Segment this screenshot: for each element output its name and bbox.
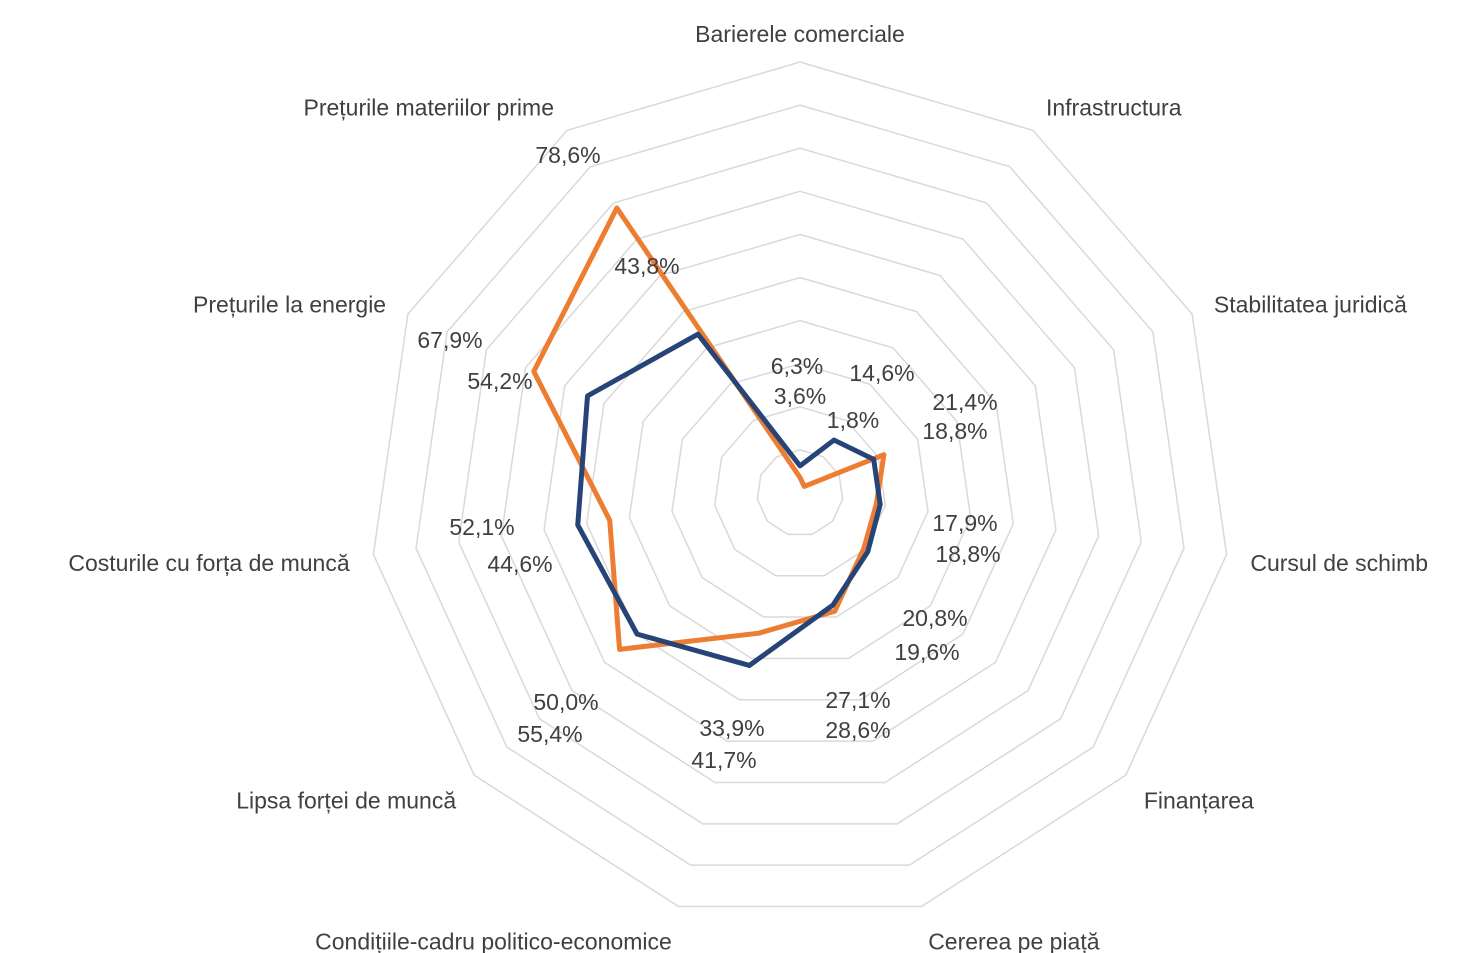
data-label: 52,1% [449,514,514,540]
grid-ring [372,61,1228,908]
data-label: 6,3% [771,353,823,379]
data-label: 14,6% [849,360,914,386]
category-label: Barierele comerciale [695,21,905,47]
grid-ring [457,147,1143,825]
grid-ring [671,362,929,618]
series-line [575,331,883,668]
category-label: Prețurile la energie [193,292,386,318]
category-label: Costurile cu forța de muncă [68,550,349,576]
category-label: Prețurile materiilor prime [303,95,554,121]
data-label: 19,6% [894,639,959,665]
data-label: 21,4% [932,389,997,415]
category-label: Condițiile-cadru politico-economice [315,928,672,953]
data-label: 55,4% [517,721,582,747]
grid-ring [415,104,1185,866]
data-label: 17,9% [932,510,997,536]
data-label: 43,8% [614,253,679,279]
category-label: Cursul de schimb [1250,550,1428,576]
grid-ring [543,233,1057,742]
category-label: Finanțarea [1144,787,1254,813]
data-label: 33,9% [699,715,764,741]
data-label: 20,8% [902,605,967,631]
data-label: 78,6% [535,142,600,168]
data-label: 41,7% [691,747,756,773]
category-label: Stabilitatea juridică [1214,292,1407,318]
data-label: 50,0% [533,689,598,715]
grid-ring [713,406,887,577]
data-label: 3,6% [774,383,826,409]
data-label: 18,8% [935,541,1000,567]
data-label: 54,2% [467,368,532,394]
data-label: 18,8% [922,418,987,444]
data-label: 1,8% [827,407,879,433]
category-label: Infrastructura [1046,95,1182,121]
data-label: 44,6% [487,551,552,577]
data-label: 27,1% [825,687,890,713]
data-label: 67,9% [417,327,482,353]
category-label: Lipsa forței de muncă [236,787,456,813]
data-label: 28,6% [825,717,890,743]
category-label: Cererea pe piață [928,928,1100,953]
grid-ring [628,319,972,660]
grid-ring [585,276,1015,701]
